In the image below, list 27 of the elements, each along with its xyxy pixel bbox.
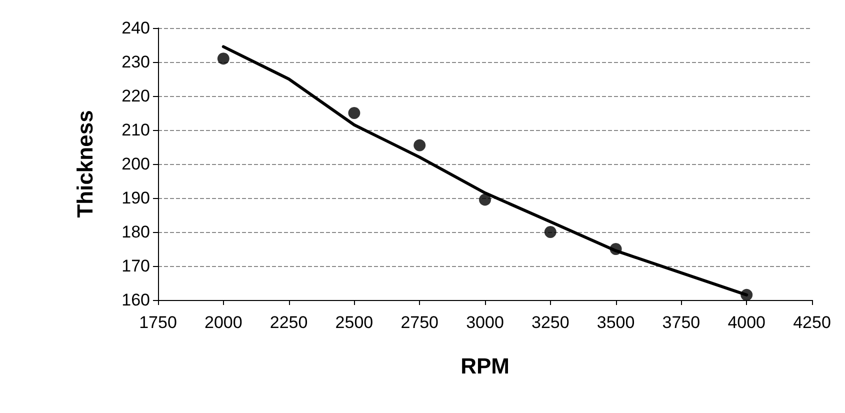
- x-tick-label: 4000: [728, 313, 766, 332]
- y-axis-title: Thickness: [72, 110, 98, 218]
- x-tick-label: 2500: [335, 313, 374, 332]
- x-tick-label: 4250: [793, 313, 831, 332]
- y-tick-label: 190: [122, 188, 150, 208]
- y-tick-label: 170: [122, 256, 150, 276]
- x-tick-label: 2750: [400, 313, 439, 332]
- y-tick-label: 230: [122, 52, 150, 72]
- x-tick-label: 3750: [662, 313, 700, 332]
- x-tick-label: 3250: [531, 313, 570, 332]
- point: [414, 139, 426, 152]
- x-tick-label: 1750: [139, 313, 177, 332]
- point: [348, 107, 360, 119]
- y-tick-label: 210: [122, 120, 150, 140]
- y-tick-label: 180: [122, 222, 150, 242]
- y-tick-label: 220: [122, 86, 150, 106]
- y-tick-label: 160: [122, 290, 150, 310]
- y-tick-label: 200: [122, 154, 150, 174]
- x-tick-label: 3000: [466, 313, 504, 332]
- point: [217, 52, 230, 65]
- point: [479, 194, 491, 206]
- point: [544, 226, 556, 238]
- x-tick-label: 3500: [596, 313, 635, 332]
- x-tick-label: 2000: [204, 313, 242, 332]
- x-tick-label: 2250: [270, 313, 308, 332]
- y-tick-label: 240: [122, 18, 150, 38]
- x-axis-title: RPM: [460, 354, 510, 378]
